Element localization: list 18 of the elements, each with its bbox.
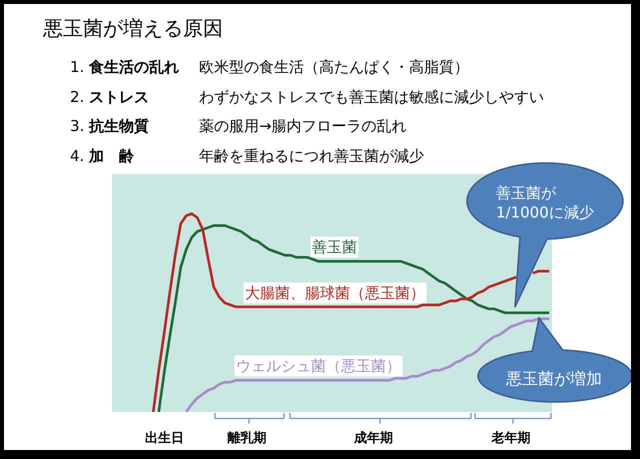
annotation: 悪玉菌が増加 bbox=[505, 369, 602, 388]
series-label: 大腸菌、腸球菌（悪玉菌） bbox=[245, 284, 425, 302]
text: 欧米型の食生活（高たんぱく・高脂質） bbox=[199, 58, 469, 76]
text: 4. 加 齢 bbox=[70, 147, 136, 165]
text: 1. 食生活の乱れ bbox=[70, 58, 180, 76]
x-tick-label: 出生日 bbox=[144, 431, 184, 446]
text: わずかなストレスでも善玉菌は敏感に減少しやすい bbox=[199, 88, 544, 106]
x-tick-label: 成年期 bbox=[352, 431, 393, 446]
text: 年齢を重ねるにつれ善玉菌が減少 bbox=[199, 147, 424, 165]
text: 2. ストレス bbox=[70, 88, 150, 106]
text: 3. 抗生物質 bbox=[70, 117, 150, 135]
annotation: 善玉菌が 1/1000に減少 bbox=[496, 184, 594, 222]
text: 薬の服用→腸内フローラの乱れ bbox=[199, 117, 407, 135]
x-tick-label: 離乳期 bbox=[226, 430, 266, 446]
series-label: ウェルシュ菌（悪玉菌） bbox=[236, 357, 401, 375]
series-label: 善玉菌 bbox=[312, 238, 357, 256]
x-tick-label: 老年期 bbox=[490, 431, 530, 446]
chart-title: 悪玉菌が増える原因 bbox=[42, 16, 223, 40]
